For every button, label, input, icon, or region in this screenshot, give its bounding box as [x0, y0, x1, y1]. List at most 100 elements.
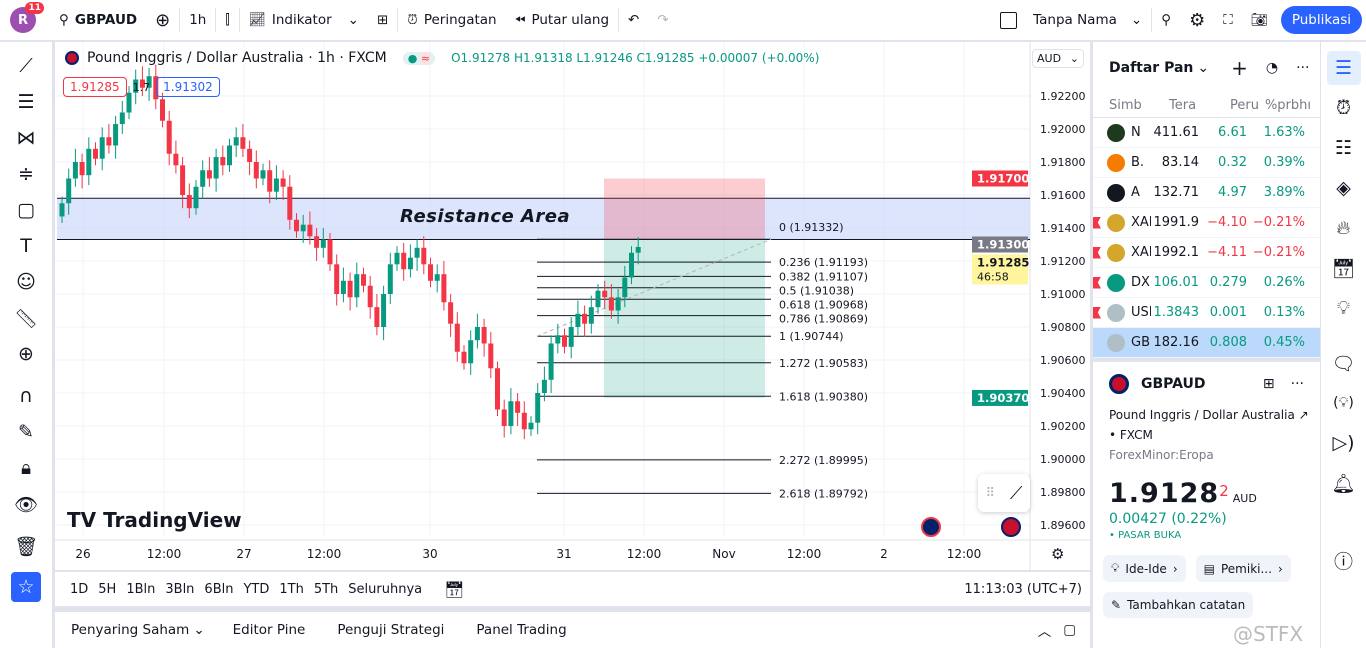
watchlist-row[interactable]: GBI182.16 0.808 0.45%	[1093, 328, 1320, 358]
timeframe-5h[interactable]: 5H	[98, 581, 117, 597]
magnet-tool[interactable]: ∩	[8, 378, 44, 414]
chart-settings-icon[interactable]: ⚙	[1051, 545, 1065, 563]
price-chart[interactable]: 1.92200 1.92000 1.91800 1.91600 1.91400 1.912…	[55, 42, 1090, 570]
add-note-button[interactable]: ✎ Tambahkan catatan	[1103, 592, 1254, 618]
notifications-tab[interactable]: 🔔︎	[1327, 466, 1361, 500]
maximize-panel-icon[interactable]: ▢	[1063, 622, 1076, 638]
floating-drawing-toolbar[interactable]: ⠿ ⟋	[978, 474, 1030, 512]
trend-line-tool[interactable]: ⟋	[8, 48, 44, 84]
flag-icon[interactable]	[1093, 276, 1101, 289]
watchlist-row[interactable]: N 411.61 6.61 1.63%	[1093, 118, 1320, 148]
favorites-tool[interactable]: ☆	[11, 572, 41, 602]
date-range-icon[interactable]: 📅︎	[444, 579, 465, 599]
clock[interactable]: 11:13:03 (UTC+7)	[964, 581, 1082, 597]
replay-button[interactable]: ⏪︎ Putar ulang	[506, 0, 618, 41]
flag-icon[interactable]	[1093, 216, 1101, 229]
timeframe-6bln[interactable]: 6Bln	[204, 581, 234, 597]
signals-tab[interactable]: ▷)	[1327, 426, 1361, 460]
minds-button[interactable]: ▤ Pemiki... ›	[1195, 555, 1291, 582]
watchlist-row[interactable]: DX 106.01 0.279 0.26%	[1093, 268, 1320, 298]
stay-drawing-tool[interactable]: ✎	[8, 414, 44, 450]
redo-button[interactable]: ↷	[648, 0, 677, 41]
currency-button[interactable]: AUD ⌄	[1032, 49, 1084, 68]
shape-tool[interactable]: ▢	[8, 192, 44, 228]
symbol-search[interactable]: ⚲ GBPAUD	[50, 0, 146, 41]
remove-drawings-tool[interactable]: 🗑︎	[8, 528, 44, 564]
chart-type-button[interactable]: ⫿	[216, 0, 238, 41]
watchlist-row[interactable]: A 132.71 4.97 3.89%	[1093, 178, 1320, 208]
watchlist-row[interactable]: B. 83.14 0.32 0.39%	[1093, 148, 1320, 178]
sell-button[interactable]: 1.91285	[63, 77, 127, 97]
indicators-button[interactable]: 📈︎ Indikator ⌄	[240, 0, 368, 41]
hide-drawings-tool[interactable]: 👁︎	[8, 486, 44, 522]
timeframe-ytd[interactable]: YTD	[243, 581, 270, 597]
object-tree-tab[interactable]: ☷	[1327, 131, 1361, 165]
alerts-button[interactable]: ⏰︎ Peringatan	[398, 0, 505, 41]
undo-button[interactable]: ↶	[619, 0, 648, 41]
more-icon[interactable]: ···	[1290, 376, 1304, 392]
timeframe-5th[interactable]: 5Th	[313, 581, 339, 597]
layers-tab[interactable]: ◈	[1327, 171, 1361, 205]
trend-line-icon[interactable]: ⟋	[1009, 482, 1023, 504]
measure-tool[interactable]: 📏︎	[8, 300, 44, 336]
fullscreen-button[interactable]: ⛶	[1214, 0, 1241, 41]
pattern-tool[interactable]: ⋈	[8, 120, 44, 156]
watchlist-row[interactable]: XAI 1992.1 −4.11 −0.21%	[1093, 238, 1320, 268]
chart-pane[interactable]: 1.92200 1.92000 1.91800 1.91600 1.91400 1.912…	[55, 42, 1090, 570]
add-symbol-icon[interactable]: +	[1231, 56, 1248, 80]
horizontal-lines-tool[interactable]: ☰	[8, 84, 44, 120]
chevron-down-icon[interactable]: ⌄	[193, 622, 205, 638]
symbol-title[interactable]: Pound Inggris / Dollar Australia · 1h · …	[87, 50, 387, 66]
bottom-tab[interactable]: Panel Trading	[476, 622, 567, 638]
settings-button[interactable]: ⚙	[1180, 0, 1214, 41]
chats-tab[interactable]: 🗨︎	[1327, 346, 1361, 380]
watchlist-title[interactable]: Daftar Pan	[1109, 60, 1194, 76]
column-change-pct[interactable]: %prbhı	[1264, 98, 1311, 113]
user-avatar[interactable]: R 11	[10, 2, 44, 33]
gb-event-icon[interactable]	[1001, 517, 1021, 537]
zoom-tool[interactable]: ⊕	[8, 336, 44, 372]
ideas-tab[interactable]: 💡︎	[1327, 291, 1361, 325]
external-link-icon[interactable]: ↗	[1298, 408, 1309, 422]
watchlist-row[interactable]: USI 1.3843 0.001 0.13%	[1093, 298, 1320, 328]
buy-button[interactable]: 1.91302	[156, 77, 220, 97]
fib-tool[interactable]: ≑	[8, 156, 44, 192]
interval-button[interactable]: 1h	[189, 12, 207, 28]
lock-drawings-tool[interactable]: 🔒︎	[8, 450, 44, 486]
templates-button[interactable]: ⊞	[368, 0, 397, 41]
timeframe-1th[interactable]: 1Th	[279, 581, 304, 597]
help-button[interactable]: ⓘ	[1327, 543, 1361, 577]
collapse-panel-icon[interactable]: ︿	[1037, 624, 1052, 640]
streams-tab[interactable]: (💡︎)	[1327, 386, 1361, 420]
tradingview-logo[interactable]: 𝗧𝗩 TradingView	[67, 508, 242, 532]
alerts-tab[interactable]: ⏰︎	[1327, 91, 1361, 125]
drag-handle-icon[interactable]: ⠿	[985, 485, 995, 501]
layout-name-button[interactable]: Tanpa Nama ⌄	[991, 0, 1151, 41]
compare-button[interactable]: ⊕	[146, 0, 179, 41]
bottom-tab[interactable]: Penguji Strategi	[337, 622, 445, 638]
more-icon[interactable]: ···	[1296, 60, 1310, 76]
watchlist-row[interactable]: XAI 1991.9 −4.10 −0.21%	[1093, 208, 1320, 238]
emoji-tool[interactable]: ☺	[8, 264, 44, 300]
timeframe-1bln[interactable]: 1Bln	[126, 581, 156, 597]
snapshot-button[interactable]: 📷︎	[1242, 0, 1277, 41]
flag-icon[interactable]	[1093, 246, 1101, 259]
timeframe-1d[interactable]: 1D	[70, 581, 89, 597]
column-symbol[interactable]: Simb	[1109, 98, 1142, 113]
column-change[interactable]: Peru	[1230, 98, 1259, 113]
advanced-view-icon[interactable]: ◔	[1265, 60, 1279, 76]
quick-search-button[interactable]: ⚲	[1152, 0, 1180, 41]
calendar-tab[interactable]: 📅︎	[1327, 251, 1361, 285]
text-tool[interactable]: T	[8, 228, 44, 264]
timeframe-seluruhnya[interactable]: Seluruhnya	[348, 581, 423, 597]
grid-icon[interactable]: ⊞	[1262, 376, 1275, 392]
ideas-button[interactable]: 💡︎ Ide-Ide ›	[1103, 555, 1186, 582]
flag-icon[interactable]	[1093, 306, 1101, 319]
resistance-annotation[interactable]: Resistance Area	[400, 206, 571, 227]
chevron-down-icon[interactable]: ⌄	[1197, 60, 1210, 76]
au-event-icon[interactable]	[921, 517, 941, 537]
watchlist-tab[interactable]: ☰	[1326, 51, 1361, 85]
bottom-tab[interactable]: Penyaring Saham	[71, 622, 190, 638]
publish-button[interactable]: Publikasi	[1280, 6, 1362, 34]
column-last[interactable]: Tera	[1169, 98, 1197, 113]
